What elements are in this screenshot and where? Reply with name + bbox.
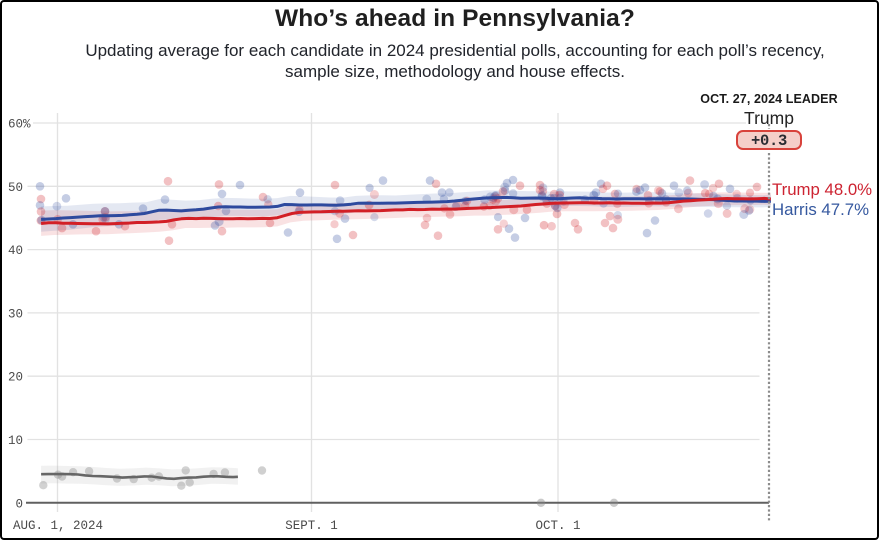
svg-text:AUG. 1, 2024: AUG. 1, 2024 — [13, 519, 103, 533]
svg-text:0: 0 — [15, 497, 23, 511]
svg-text:SEPT. 1: SEPT. 1 — [285, 519, 338, 533]
svg-text:OCT. 1: OCT. 1 — [535, 519, 580, 533]
svg-text:60: 60 — [8, 118, 23, 132]
svg-text:30: 30 — [8, 307, 23, 321]
svg-text:20: 20 — [8, 371, 23, 385]
svg-text:10: 10 — [8, 434, 23, 448]
svg-text:50: 50 — [8, 181, 23, 195]
svg-text:%: % — [23, 118, 31, 132]
svg-text:40: 40 — [8, 244, 23, 258]
